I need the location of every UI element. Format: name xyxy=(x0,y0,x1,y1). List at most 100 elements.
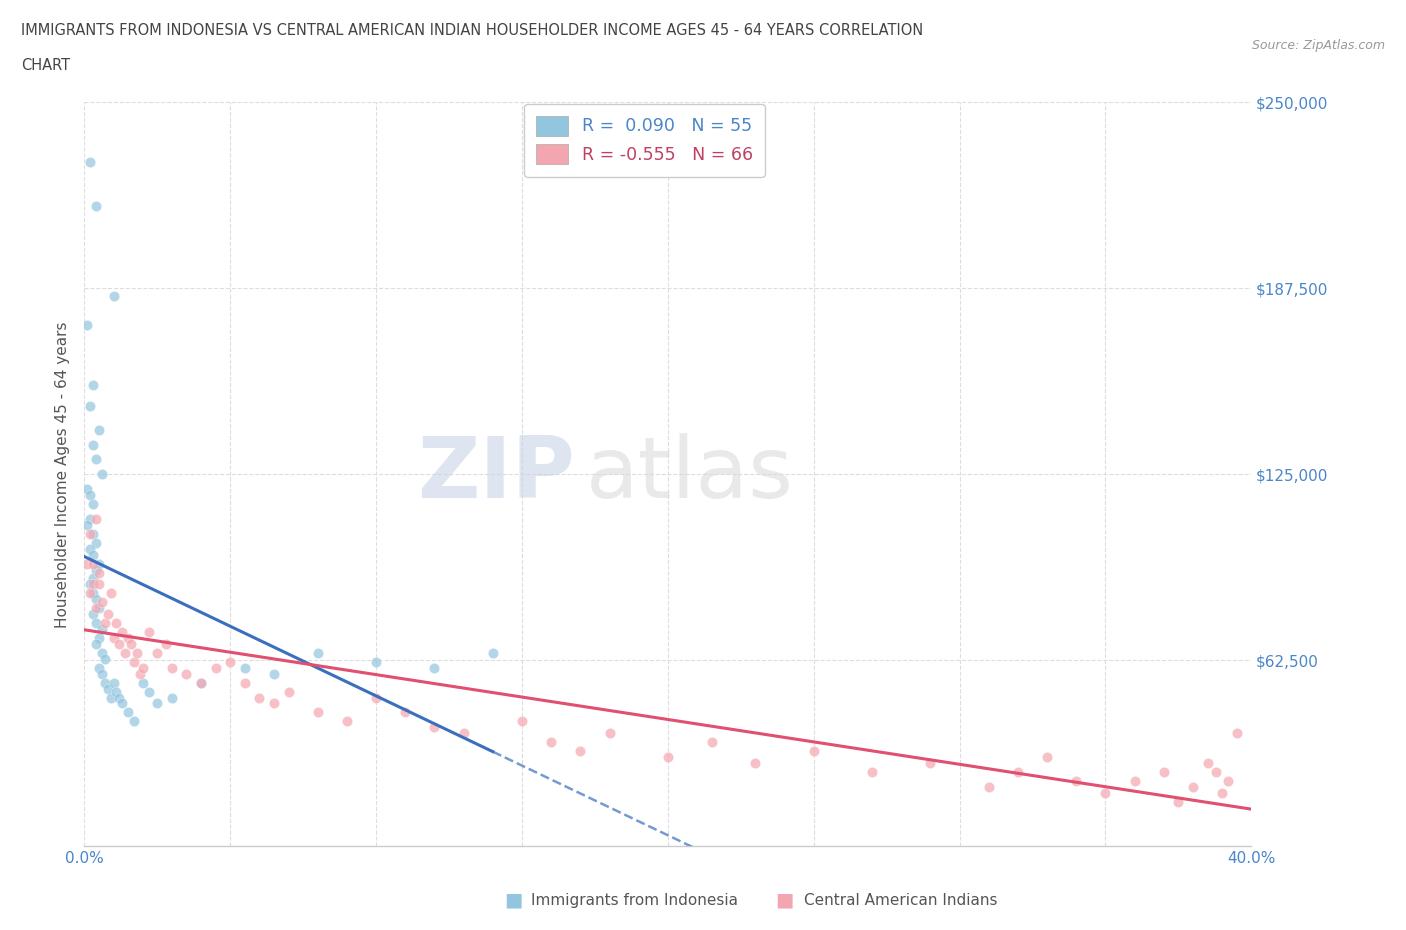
Point xyxy=(114,645,136,660)
Point xyxy=(569,744,592,759)
Point xyxy=(84,536,107,551)
Point xyxy=(82,571,104,586)
Point xyxy=(1094,785,1116,800)
Point xyxy=(277,684,299,699)
Point xyxy=(510,714,533,729)
Point xyxy=(76,556,98,571)
Legend: R =  0.090   N = 55, R = -0.555   N = 66: R = 0.090 N = 55, R = -0.555 N = 66 xyxy=(524,103,765,177)
Point xyxy=(84,452,107,467)
Point xyxy=(87,631,110,645)
Point xyxy=(108,636,131,651)
Point xyxy=(190,675,212,690)
Point xyxy=(105,684,128,699)
Point xyxy=(1167,794,1189,809)
Point xyxy=(84,591,107,606)
Point xyxy=(87,422,110,437)
Point xyxy=(263,666,285,681)
Point xyxy=(1181,779,1204,794)
Point xyxy=(108,690,131,705)
Point xyxy=(76,318,98,333)
Point xyxy=(79,154,101,169)
Point xyxy=(82,556,104,571)
Point xyxy=(82,497,104,512)
Point xyxy=(105,616,128,631)
Point xyxy=(1007,764,1029,779)
Point xyxy=(97,606,120,621)
Point xyxy=(90,621,112,636)
Point xyxy=(160,690,183,705)
Point xyxy=(920,755,942,770)
Point xyxy=(82,586,104,601)
Point xyxy=(1226,725,1249,740)
Point xyxy=(79,398,101,413)
Text: CHART: CHART xyxy=(21,58,70,73)
Point xyxy=(1036,750,1059,764)
Point xyxy=(111,625,134,640)
Text: Immigrants from Indonesia: Immigrants from Indonesia xyxy=(531,893,738,908)
Point xyxy=(366,690,388,705)
Point xyxy=(138,625,160,640)
Point xyxy=(103,288,125,303)
Point xyxy=(160,660,183,675)
Point xyxy=(1205,764,1227,779)
Point xyxy=(366,655,388,670)
Point xyxy=(219,655,242,670)
Point xyxy=(100,690,122,705)
Point xyxy=(82,577,104,591)
Y-axis label: Householder Income Ages 45 - 64 years: Householder Income Ages 45 - 64 years xyxy=(55,321,70,628)
Text: Central American Indians: Central American Indians xyxy=(804,893,998,908)
Point xyxy=(103,675,125,690)
Point xyxy=(233,675,256,690)
Point xyxy=(100,586,122,601)
Point xyxy=(453,725,475,740)
Point xyxy=(307,645,329,660)
Point xyxy=(190,675,212,690)
Point xyxy=(1066,774,1088,789)
Point xyxy=(120,636,142,651)
Point xyxy=(307,705,329,720)
Point xyxy=(87,601,110,616)
Point xyxy=(103,631,125,645)
Point xyxy=(76,517,98,532)
Text: ZIP: ZIP xyxy=(416,432,575,516)
Point xyxy=(84,512,107,526)
Point xyxy=(394,705,416,720)
Text: IMMIGRANTS FROM INDONESIA VS CENTRAL AMERICAN INDIAN HOUSEHOLDER INCOME AGES 45 : IMMIGRANTS FROM INDONESIA VS CENTRAL AME… xyxy=(21,23,924,38)
Point xyxy=(82,378,104,392)
Point xyxy=(481,645,505,660)
Point xyxy=(79,586,101,601)
Point xyxy=(82,437,104,452)
Point xyxy=(977,779,1000,794)
Point xyxy=(128,666,150,681)
Point xyxy=(423,720,446,735)
Point xyxy=(76,482,98,497)
Point xyxy=(146,645,169,660)
Point xyxy=(79,487,101,502)
Point xyxy=(423,660,446,675)
Point xyxy=(1216,774,1239,789)
Point xyxy=(122,655,145,670)
Point xyxy=(82,547,104,562)
Point xyxy=(94,616,117,631)
Point xyxy=(233,660,256,675)
Point xyxy=(90,595,112,610)
Point xyxy=(90,666,112,681)
Point xyxy=(117,631,139,645)
Point xyxy=(82,526,104,541)
Text: Source: ZipAtlas.com: Source: ZipAtlas.com xyxy=(1251,39,1385,52)
Point xyxy=(336,714,359,729)
Point xyxy=(87,660,110,675)
Point xyxy=(1197,755,1219,770)
Point xyxy=(599,725,621,740)
Point xyxy=(155,636,177,651)
Point xyxy=(87,565,110,580)
Point xyxy=(117,705,139,720)
Point xyxy=(79,526,101,541)
Point xyxy=(94,675,117,690)
Point xyxy=(146,696,169,711)
Point xyxy=(79,512,101,526)
Point xyxy=(84,562,107,577)
Point xyxy=(84,616,107,631)
Point xyxy=(1211,785,1233,800)
Point xyxy=(204,660,226,675)
